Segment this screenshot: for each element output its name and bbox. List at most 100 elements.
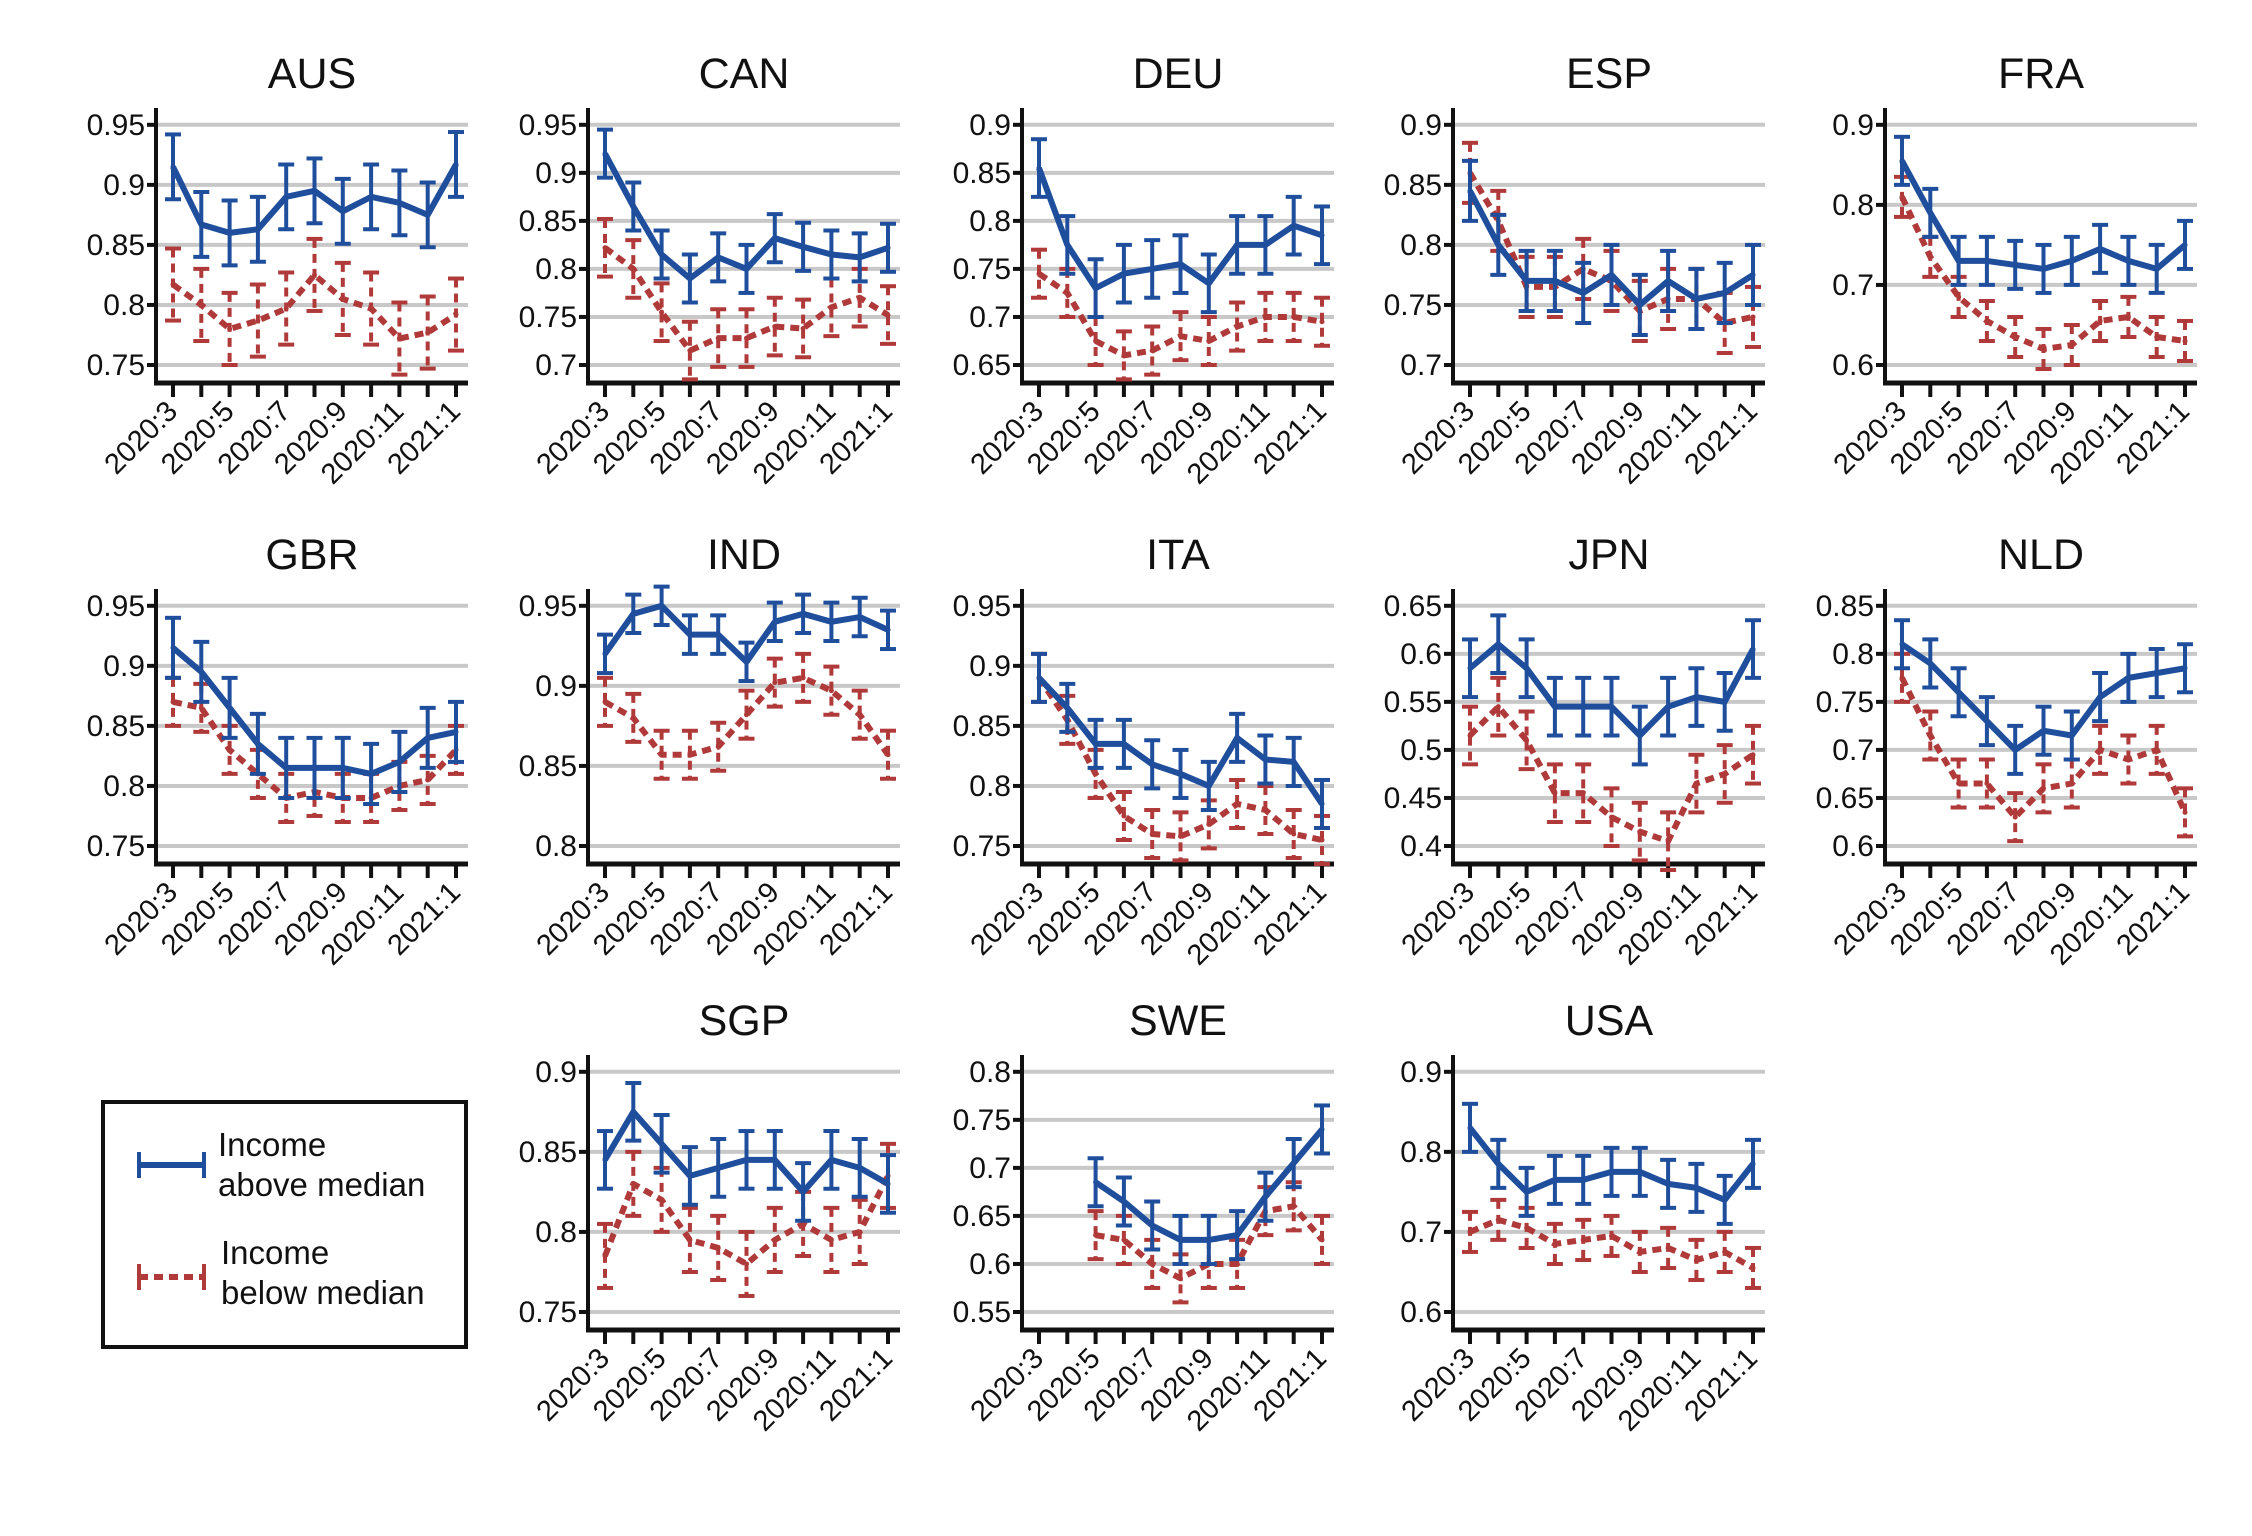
y-tick-label: 0.7 <box>1832 269 1874 302</box>
y-tick-label: 0.85 <box>1384 169 1442 202</box>
panel-title: FRA <box>1998 50 2084 98</box>
y-tick-label: 0.4 <box>1400 830 1442 863</box>
y-tick-label: 0.9 <box>1400 109 1442 142</box>
panel-ita: ITA0.750.80.850.90.952020:32020:52020:72… <box>953 531 1334 972</box>
y-tick-label: 0.85 <box>1816 590 1874 623</box>
y-tick-label: 0.9 <box>969 650 1011 683</box>
series-below <box>597 216 896 382</box>
series-above <box>1462 158 1761 337</box>
panel-deu: DEU0.650.70.750.80.850.92020:32020:52020… <box>953 50 1334 491</box>
y-tick-label: 0.6 <box>1400 1296 1442 1329</box>
y-tick-label: 0.65 <box>1384 590 1442 623</box>
panel-title: SWE <box>1129 997 1227 1045</box>
series-line <box>602 152 889 282</box>
panel-swe: SWE0.550.60.650.70.750.82020:32020:52020… <box>953 997 1334 1438</box>
y-tick-label: 0.85 <box>87 229 145 262</box>
series-below <box>1462 1197 1761 1290</box>
series-above <box>1031 651 1330 830</box>
series-line <box>171 645 457 777</box>
series-above <box>165 130 464 268</box>
y-tick-label: 0.9 <box>535 157 577 190</box>
series-line <box>1467 189 1755 308</box>
data-point <box>2182 809 2188 815</box>
panel-esp: ESP0.70.750.80.850.92020:32020:52020:720… <box>1384 50 1765 491</box>
legend-box <box>101 1100 468 1349</box>
y-tick-label: 0.8 <box>103 770 145 803</box>
y-tick-label: 0.7 <box>1400 1216 1442 1249</box>
y-tick-label: 0.9 <box>103 169 145 202</box>
series-line <box>1467 1125 1756 1203</box>
panel-title: ITA <box>1146 531 1210 579</box>
y-tick-label: 0.9 <box>1400 1056 1442 1089</box>
series-line <box>1900 641 2186 753</box>
data-point <box>800 325 806 331</box>
panel-title: IND <box>707 531 781 579</box>
y-tick-label: 0.45 <box>1384 782 1442 815</box>
y-tick-label: 0.7 <box>535 349 577 382</box>
data-point <box>1291 831 1297 837</box>
y-tick-label: 0.75 <box>519 301 577 334</box>
y-tick-label: 0.75 <box>1384 289 1442 322</box>
series-below <box>1462 675 1761 873</box>
y-tick-label: 0.75 <box>953 253 1011 286</box>
series-above <box>1087 1103 1330 1266</box>
y-tick-label: 0.6 <box>1832 830 1874 863</box>
y-tick-label: 0.6 <box>1400 638 1442 671</box>
panel-can: CAN0.70.750.80.850.90.952020:32020:52020… <box>519 50 900 491</box>
y-tick-label: 0.75 <box>953 830 1011 863</box>
series-above <box>165 615 464 806</box>
y-tick-label: 0.8 <box>1400 1136 1442 1169</box>
legend-swatch-above <box>137 1152 206 1178</box>
y-tick-label: 0.85 <box>87 710 145 743</box>
panel-fra: FRA0.60.70.80.92020:32020:52020:72020:92… <box>1828 50 2197 491</box>
legend-swatch-below <box>137 1264 206 1290</box>
series-above <box>1031 137 1330 319</box>
panel-usa: USA0.60.70.80.92020:32020:52020:72020:92… <box>1396 997 1765 1438</box>
data-point <box>312 272 317 278</box>
panel-title: AUS <box>268 50 356 98</box>
series-line <box>1899 195 2186 352</box>
y-tick-label: 0.9 <box>535 670 577 703</box>
y-tick-label: 0.7 <box>1400 349 1442 382</box>
y-tick-label: 0.75 <box>87 830 145 863</box>
series-line <box>170 162 459 236</box>
data-point <box>227 326 233 332</box>
series-line <box>602 1108 890 1195</box>
y-tick-label: 0.95 <box>953 590 1011 623</box>
y-tick-label: 0.8 <box>969 205 1011 238</box>
y-tick-label: 0.75 <box>1816 686 1874 719</box>
panel-title: DEU <box>1133 50 1224 98</box>
legend-label-below-line1: Income <box>221 1234 329 1271</box>
y-tick-label: 0.8 <box>1832 189 1874 222</box>
series-line <box>1036 167 1323 292</box>
series-line <box>1036 675 1325 806</box>
y-tick-label: 0.55 <box>953 1296 1011 1329</box>
series-above <box>1894 134 2193 295</box>
legend-label-above-line1: Income <box>218 1126 326 1163</box>
y-tick-label: 0.95 <box>87 109 145 142</box>
y-tick-label: 0.9 <box>103 650 145 683</box>
series-below <box>1894 174 2193 371</box>
data-point <box>283 306 289 312</box>
legend-label-above-line2: above median <box>218 1166 425 1203</box>
panel-title: ESP <box>1566 50 1652 98</box>
y-tick-label: 0.95 <box>87 590 145 623</box>
y-tick-label: 0.8 <box>535 253 577 286</box>
y-tick-label: 0.8 <box>103 289 145 322</box>
data-point <box>255 318 261 324</box>
panel-gbr: GBR0.750.80.850.90.952020:32020:52020:72… <box>87 531 468 972</box>
y-tick-label: 0.85 <box>519 1136 577 1169</box>
panel-title: JPN <box>1568 531 1649 579</box>
y-tick-label: 0.75 <box>953 1104 1011 1137</box>
panel-aus: AUS0.750.80.850.90.952020:32020:52020:72… <box>87 50 468 491</box>
series-below <box>1894 651 2193 844</box>
series-line <box>1899 676 2188 821</box>
data-point <box>659 309 665 315</box>
panel-nld: NLD0.60.650.70.750.80.852020:32020:52020… <box>1816 531 2197 972</box>
y-tick-label: 0.9 <box>1832 109 1874 142</box>
y-tick-label: 0.65 <box>953 349 1011 382</box>
series-above <box>1462 1101 1761 1226</box>
data-point <box>800 675 806 681</box>
data-point <box>772 680 778 686</box>
